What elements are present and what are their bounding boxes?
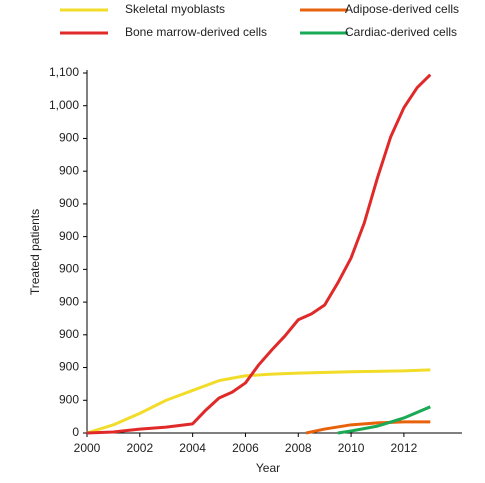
x-axis-label: Year [256,461,280,475]
x-tick-label: 2004 [179,441,206,455]
y-tick-label: 900 [59,294,79,308]
legend-label: Adipose-derived cells [345,2,459,16]
y-tick-label: 1,000 [49,98,79,112]
x-tick-label: 2010 [338,441,365,455]
y-tick-label: 900 [59,229,79,243]
y-tick-label: 900 [59,392,79,406]
y-tick-label: 900 [59,131,79,145]
y-tick-label: 1,100 [49,65,79,79]
y-tick-label: 900 [59,327,79,341]
line [86,368,431,435]
x-tick-label: 2006 [232,441,259,455]
y-tick-label: 900 [59,262,79,276]
y-axis-label: Treated patients [28,209,42,295]
y-tick-label: 900 [59,196,79,210]
legend-label: Bone marrow-derived cells [125,25,267,39]
y-tick-label: 0 [72,425,79,439]
line [337,405,431,435]
legend-label: Cardiac-derived cells [345,25,457,39]
line [305,420,431,435]
legend-label: Skeletal myoblasts [125,2,225,16]
x-tick-label: 2012 [391,441,418,455]
x-tick-label: 2002 [126,441,153,455]
y-tick-label: 900 [59,360,79,374]
line [86,73,432,435]
y-tick-label: 900 [59,163,79,177]
x-tick-label: 2008 [285,441,312,455]
x-tick-label: 2000 [74,441,101,455]
